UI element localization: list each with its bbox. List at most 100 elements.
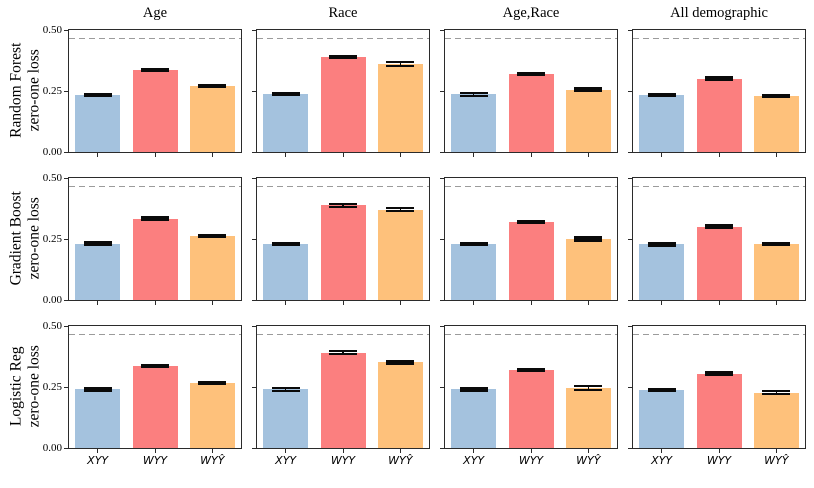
y-tick: [440, 29, 444, 31]
y-tick: [440, 177, 444, 179]
error-bar-cap-bottom: [517, 73, 545, 76]
y-tick-label: 0.00: [42, 146, 62, 158]
x-tick: [97, 449, 99, 453]
error-bar-cap-top: [83, 241, 112, 244]
y-tick: [252, 447, 256, 449]
error-bar-cap-top: [329, 202, 357, 205]
dashed-baseline: [257, 185, 429, 188]
x-tick: [718, 449, 720, 453]
error-bar: [587, 88, 590, 91]
error-bar-cap-bottom: [329, 352, 357, 355]
y-tick: [440, 90, 444, 92]
error-bar: [472, 242, 475, 246]
y-tick-label: 0.50: [42, 172, 62, 184]
error-bar-cap-top: [762, 94, 791, 97]
y-tick: [628, 177, 632, 179]
bar-wyyhat: [565, 387, 611, 448]
x-tick: [530, 153, 532, 157]
error-bar: [660, 243, 663, 246]
x-tick-label: WYŶ: [576, 454, 601, 467]
dashed-baseline: [257, 37, 429, 40]
error-bar-cap-bottom: [198, 85, 227, 88]
y-tick: [252, 386, 256, 388]
y-tick: [628, 447, 632, 449]
x-tick: [775, 449, 777, 453]
x-tick-label: XYY: [651, 454, 673, 467]
bar-wyy: [696, 226, 742, 300]
error-bar-cap-bottom: [517, 221, 545, 224]
x-tick: [97, 153, 99, 157]
error-bar-cap-bottom: [386, 362, 415, 365]
y-tick-label: 0.25: [42, 85, 62, 97]
y-tick: [440, 325, 444, 327]
x-tick-label: WYŶ: [200, 454, 225, 467]
error-bar: [399, 208, 402, 212]
error-bar-cap-top: [517, 219, 545, 222]
bar-wyyhat: [753, 96, 799, 152]
error-bar-cap-bottom: [329, 205, 357, 208]
error-bar-cap-bottom: [647, 95, 676, 98]
y-tick-label: 0.00: [42, 294, 62, 306]
error-bar-cap-top: [762, 242, 791, 245]
error-bar-cap-bottom: [141, 70, 169, 73]
y-tick: [64, 177, 68, 179]
bar-xyy: [75, 389, 121, 448]
error-bar-cap-top: [141, 68, 169, 71]
error-bar-cap-top: [386, 61, 415, 64]
x-tick-label: WYŶ: [388, 454, 413, 467]
x-tick-label: WYY: [518, 454, 544, 467]
x-tick-label: XYY: [275, 454, 297, 467]
x-tick-label: WYY: [706, 454, 732, 467]
dashed-baseline: [445, 333, 617, 336]
error-bar: [587, 237, 590, 241]
error-bar-cap-top: [329, 54, 357, 57]
error-bar: [399, 360, 402, 364]
error-bar-cap-bottom: [647, 244, 676, 247]
bar-wyyhat: [189, 236, 235, 300]
x-tick: [775, 153, 777, 157]
error-bar-cap-top: [705, 371, 733, 374]
subplot-r3c4: XYY WYY WYŶ: [628, 325, 806, 467]
subplot-r1c3: [440, 29, 618, 157]
error-bar-cap-top: [198, 381, 227, 384]
error-bar-cap-top: [329, 350, 357, 353]
error-bar-cap-bottom: [762, 96, 791, 99]
x-tick: [285, 449, 287, 453]
error-bar-cap-bottom: [83, 389, 112, 392]
x-tick-label: WYY: [142, 454, 168, 467]
error-bar-cap-bottom: [762, 393, 791, 396]
y-tick-label: 0.25: [42, 381, 62, 393]
x-tick-label: WYŶ: [764, 454, 789, 467]
bar-xyy: [263, 389, 309, 448]
x-tick: [154, 449, 156, 453]
error-bar-cap-bottom: [271, 389, 300, 392]
error-bar: [342, 55, 344, 59]
subplot-r1c1: [64, 29, 242, 157]
bar-wyy: [320, 205, 366, 300]
error-bar: [775, 391, 778, 395]
error-bar-cap-bottom: [574, 388, 603, 391]
error-bar-cap-top: [83, 387, 112, 390]
error-bar-cap-bottom: [762, 244, 791, 247]
bar-wyyhat: [565, 89, 611, 152]
x-tick-label: XYY: [463, 454, 485, 467]
error-bar-cap-top: [705, 224, 733, 227]
y-tick: [252, 90, 256, 92]
y-tick: [252, 299, 256, 301]
y-tick: [440, 447, 444, 449]
error-bar-cap-top: [647, 387, 676, 390]
error-bar-cap-top: [198, 233, 227, 236]
error-bar-cap-bottom: [271, 94, 300, 97]
bar-wyy: [508, 221, 554, 300]
bar-wyyhat: [189, 383, 235, 448]
error-bar-cap-bottom: [386, 65, 415, 68]
y-tick: [440, 386, 444, 388]
error-bar-cap-top: [198, 83, 227, 86]
column-title-1: Age: [142, 5, 168, 21]
x-tick: [154, 301, 156, 305]
x-tick-label: WYY: [330, 454, 356, 467]
x-tick: [718, 153, 720, 157]
x-tick: [473, 153, 475, 157]
x-tick: [530, 449, 532, 453]
